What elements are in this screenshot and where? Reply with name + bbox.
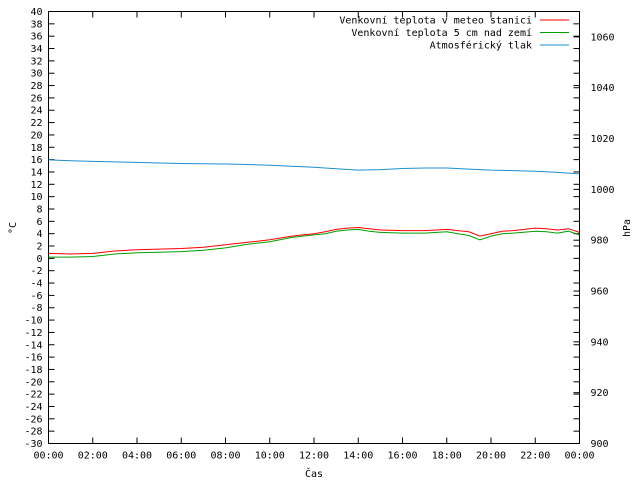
y-tick-label: 14: [30, 167, 42, 178]
y-tick-label: 26: [30, 93, 42, 104]
series-lines: [48, 159, 580, 258]
y-tick-label: 16: [30, 155, 42, 166]
x-tick-label: 08:00: [210, 451, 240, 462]
plot-frame: [48, 11, 580, 444]
x-tick-label: 14:00: [343, 451, 373, 462]
series-line-2: [48, 159, 580, 175]
y-tick-label: -26: [24, 414, 42, 425]
x-tick-label: 10:00: [255, 451, 285, 462]
legend-label: Venkovní teplota 5 cm nad zemí: [351, 27, 532, 39]
y-tick-label: 6: [36, 217, 42, 228]
x-axis: 00:00 02:00 04:00 06:00 08:00 10:00 12:00 14:00…: [33, 11, 595, 462]
x-tick-label: 16:00: [387, 451, 417, 462]
y2-tick-label: 980: [591, 236, 609, 247]
y-tick-label: 30: [30, 69, 42, 80]
x-tick-label: 18:00: [432, 451, 462, 462]
y2-tick-label: 1000: [591, 185, 615, 196]
y-tick-label: -6: [30, 291, 42, 302]
x-tick-label: 22:00: [520, 451, 550, 462]
y-tick-label: 22: [30, 118, 42, 129]
x-tick-label: 00:00: [564, 451, 594, 462]
y-tick-label: 0: [36, 254, 42, 265]
y-tick-label: -12: [24, 328, 42, 339]
legend-label: Atmosférický tlak: [430, 40, 532, 52]
right-axis: 900 920 940 960 980 1000 1020 1040 1060: [573, 32, 615, 450]
x-axis-title: Čas: [305, 467, 323, 480]
y-tick-label: 18: [30, 143, 42, 154]
left-axis: -30-28-26-24-22-20-18-16-14-12-10-8-6-4-…: [24, 7, 580, 450]
x-tick-label: 20:00: [476, 451, 506, 462]
y-tick-label: -22: [24, 390, 42, 401]
x-tick-label: 12:00: [299, 451, 329, 462]
x-tick-label: 00:00: [33, 451, 63, 462]
y2-tick-label: 1020: [591, 134, 615, 145]
y-tick-label: 24: [30, 106, 42, 117]
y-tick-label: 8: [36, 204, 42, 215]
x-tick-label: 04:00: [122, 451, 152, 462]
y-tick-label: -8: [30, 303, 42, 314]
y-tick-label: 40: [30, 7, 42, 18]
y-tick-label: -28: [24, 427, 42, 438]
legend: Venkovní teplota v meteo staniciVenkovní…: [339, 15, 569, 52]
x-tick-label: 06:00: [166, 451, 196, 462]
y-tick-label: -2: [30, 266, 42, 277]
y-tick-label: 4: [36, 229, 42, 240]
y-tick-label: -20: [24, 377, 42, 388]
series-line-0: [48, 226, 580, 255]
y-tick-label: 28: [30, 81, 42, 92]
legend-label: Venkovní teplota v meteo stanici: [339, 15, 532, 27]
y2-tick-label: 1040: [591, 83, 615, 94]
series-line-1: [48, 228, 580, 258]
y-tick-label: 38: [30, 19, 42, 30]
y-tick-label: 34: [30, 44, 42, 55]
y-tick-label: -16: [24, 353, 42, 364]
y-tick-label: -18: [24, 365, 42, 376]
y-axis-title: °C: [8, 222, 19, 234]
y-tick-label: 2: [36, 242, 42, 253]
y-tick-label: 12: [30, 180, 42, 191]
y2-tick-label: 920: [591, 388, 609, 399]
y-tick-label: 36: [30, 32, 42, 43]
y-tick-label: -30: [24, 439, 42, 450]
y-tick-label: -4: [30, 279, 42, 290]
y-tick-label: 32: [30, 56, 42, 67]
y-tick-label: -10: [24, 316, 42, 327]
y-tick-label: 20: [30, 130, 42, 141]
y2-tick-label: 960: [591, 287, 609, 298]
y-tick-label: -24: [24, 402, 42, 413]
y-tick-label: -14: [24, 340, 42, 351]
y2-axis-title: hPa: [622, 219, 633, 237]
y2-tick-label: 1060: [591, 32, 615, 43]
x-tick-label: 02:00: [78, 451, 108, 462]
y-tick-label: 10: [30, 192, 42, 203]
y2-tick-label: 900: [591, 439, 609, 450]
y2-tick-label: 940: [591, 337, 609, 348]
